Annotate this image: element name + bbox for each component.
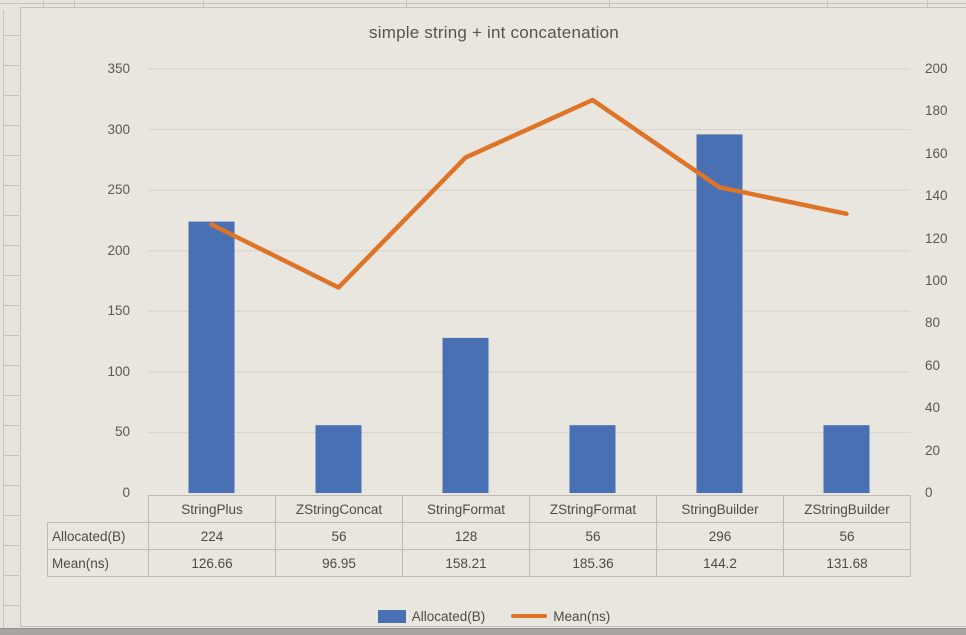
spreadsheet-gridline-left — [3, 10, 4, 628]
spreadsheet-row-line — [4, 425, 19, 426]
legend-item-line[interactable]: Mean(ns) — [511, 609, 610, 624]
tick-left-label: 100 — [107, 364, 130, 379]
tick-right-label: 180 — [925, 103, 948, 118]
table-cell: 131.68 — [783, 549, 910, 577]
tick-left-label: 350 — [107, 61, 130, 76]
table-cell: 144.2 — [656, 549, 783, 577]
spreadsheet-row-line — [4, 305, 19, 306]
spreadsheet-row-line — [4, 95, 19, 96]
chart-object[interactable]: simple string + int concatenation Alloca… — [20, 7, 966, 627]
spreadsheet-row-line — [4, 215, 19, 216]
tick-left-label: 150 — [107, 303, 130, 318]
tick-right-label: 120 — [925, 231, 948, 246]
bar-StringPlus[interactable] — [188, 221, 235, 493]
table-row-label: Mean(ns) — [47, 549, 148, 577]
table-cell: 128 — [402, 522, 529, 549]
spreadsheet-row-line — [4, 335, 19, 336]
category-label: ZStringFormat — [529, 495, 656, 522]
spreadsheet-row-line — [4, 155, 19, 156]
tick-right-label: 40 — [925, 400, 941, 415]
bar-ZStringConcat[interactable] — [315, 425, 362, 493]
spreadsheet-row-line — [4, 185, 19, 186]
category-label: StringFormat — [402, 495, 529, 522]
tick-right-label: 60 — [925, 358, 941, 373]
tick-left-label: 200 — [107, 243, 130, 258]
spreadsheet-column-line — [203, 0, 204, 7]
tick-left-label: 50 — [114, 424, 130, 439]
tick-right-label: 160 — [925, 146, 948, 161]
spreadsheet-row-line — [4, 65, 19, 66]
spreadsheet-row-line — [4, 605, 19, 606]
table-corner — [47, 495, 148, 522]
tick-right-label: 0 — [925, 485, 933, 500]
tick-left-label: 0 — [122, 485, 130, 500]
tick-right-label: 20 — [925, 443, 941, 458]
tick-left-label: 300 — [107, 122, 130, 137]
category-label: StringPlus — [148, 495, 275, 522]
spreadsheet-row-line — [4, 35, 19, 36]
spreadsheet-column-line — [927, 0, 928, 7]
spreadsheet-column-line — [406, 0, 407, 7]
table-cell: 158.21 — [402, 549, 529, 577]
line-swatch-icon — [511, 613, 548, 619]
legend-label: Mean(ns) — [553, 608, 611, 624]
spreadsheet-column-line — [74, 0, 75, 7]
category-label: ZStringConcat — [275, 495, 402, 522]
mean-line[interactable] — [209, 97, 849, 290]
chart-legend: Allocated(B) Mean(ns) — [21, 604, 966, 628]
table-cell: 126.66 — [148, 549, 275, 577]
tick-right-label: 80 — [925, 315, 941, 330]
spreadsheet-column-line — [43, 0, 44, 7]
chart-data-table[interactable]: StringPlus ZStringConcat StringFormat ZStri… — [47, 495, 911, 577]
spreadsheet-row-line — [4, 395, 19, 396]
spreadsheet-row-line — [4, 515, 19, 516]
spreadsheet-row-line — [4, 545, 19, 546]
spreadsheet-row-line — [4, 485, 19, 486]
category-label: StringBuilder — [656, 495, 783, 522]
spreadsheet-row-line — [4, 125, 19, 126]
chart-title: simple string + int concatenation — [369, 23, 619, 42]
legend-item-bar[interactable]: Allocated(B) — [377, 608, 486, 624]
table-cell: 224 — [148, 522, 275, 549]
tick-right-label: 140 — [925, 188, 948, 203]
spreadsheet-row-line — [4, 275, 19, 276]
spreadsheet-row-line — [4, 455, 19, 456]
table-cell: 296 — [656, 522, 783, 549]
bar-ZStringBuilder[interactable] — [823, 425, 870, 493]
legend-label: Allocated(B) — [411, 608, 486, 624]
bar-StringFormat[interactable] — [442, 337, 489, 493]
spreadsheet-gridline-top — [0, 3, 966, 4]
spreadsheet-row-line — [4, 575, 19, 576]
table-row-label: Allocated(B) — [47, 522, 148, 549]
table-cell: 96.95 — [275, 549, 402, 577]
category-label: ZStringBuilder — [783, 495, 910, 522]
tick-left-label: 250 — [107, 182, 130, 197]
tick-right-label: 100 — [925, 273, 948, 288]
table-cell: 56 — [529, 522, 656, 549]
tick-right-label: 200 — [925, 61, 948, 76]
spreadsheet-row-line — [4, 245, 19, 246]
table-cell: 185.36 — [529, 549, 656, 577]
spreadsheet-column-line — [609, 0, 610, 7]
bar-ZStringFormat[interactable] — [569, 425, 616, 493]
spreadsheet-column-line — [827, 0, 828, 7]
window-bottom-edge — [0, 628, 966, 635]
bar-StringBuilder[interactable] — [696, 134, 743, 493]
spreadsheet-row-line — [4, 365, 19, 366]
table-cell: 56 — [783, 522, 910, 549]
table-cell: 56 — [275, 522, 402, 549]
bar-swatch-icon — [377, 609, 406, 623]
